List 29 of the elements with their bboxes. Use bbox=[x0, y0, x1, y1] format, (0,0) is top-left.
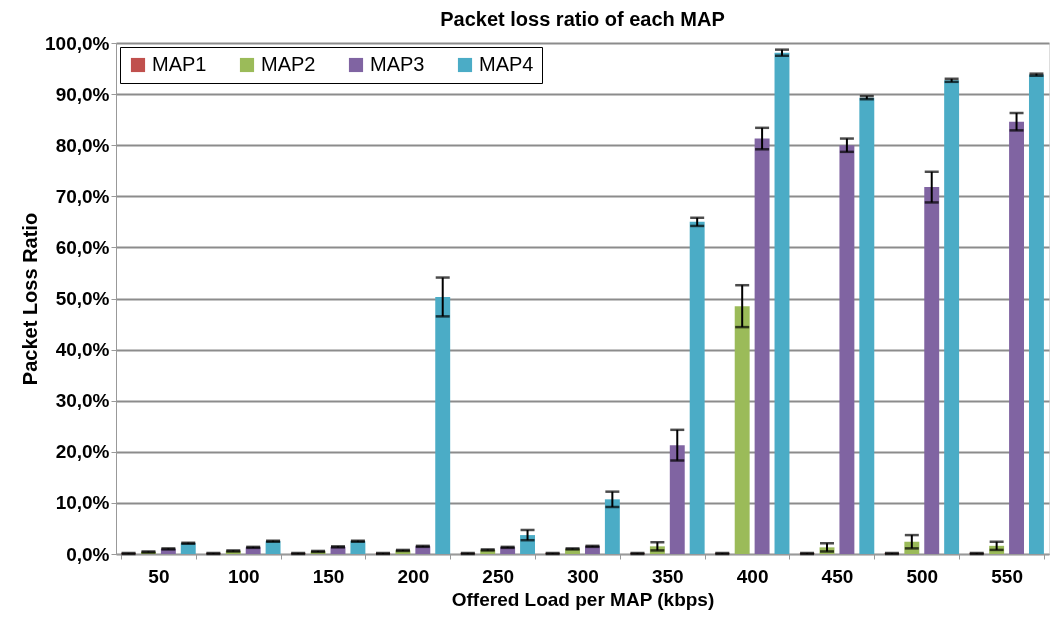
y-tick-label: 30,0% bbox=[55, 390, 110, 412]
chart-title: Packet loss ratio of each MAP bbox=[440, 8, 725, 30]
x-tick-label: 550 bbox=[991, 565, 1023, 587]
y-tick-label: 80,0% bbox=[55, 134, 110, 156]
y-tick-label: 90,0% bbox=[55, 83, 110, 105]
y-tick-label: 40,0% bbox=[55, 339, 110, 361]
x-axis-title: Offered Load per MAP (kbps) bbox=[451, 588, 715, 610]
x-tick-label: 300 bbox=[567, 565, 599, 587]
x-tick-label: 100 bbox=[227, 565, 260, 587]
y-tick-label: 70,0% bbox=[55, 185, 110, 207]
legend-label: MAP1 bbox=[152, 53, 207, 75]
x-tick-label: 200 bbox=[397, 565, 430, 587]
x-tick-label: 250 bbox=[482, 565, 515, 587]
x-tick-label: 450 bbox=[821, 565, 854, 587]
legend-label: MAP2 bbox=[261, 53, 316, 75]
y-tick-label: 50,0% bbox=[55, 288, 110, 309]
y-axis-title: Packet Loss Ratio bbox=[19, 212, 42, 386]
y-tick-label: 60,0% bbox=[55, 236, 110, 258]
y-tick-label: 100,0% bbox=[45, 32, 110, 54]
y-tick-label: 0,0% bbox=[66, 543, 110, 565]
x-tick-label: 50 bbox=[148, 565, 170, 587]
x-tick-label: 150 bbox=[312, 565, 345, 587]
x-tick-label: 400 bbox=[736, 565, 769, 587]
x-tick-label: 500 bbox=[906, 565, 939, 587]
legend-label: MAP4 bbox=[479, 53, 534, 75]
x-tick-label: 350 bbox=[651, 565, 684, 587]
y-tick-label: 20,0% bbox=[55, 441, 110, 463]
legend-label: MAP3 bbox=[370, 53, 425, 75]
y-tick-label: 10,0% bbox=[55, 492, 110, 514]
